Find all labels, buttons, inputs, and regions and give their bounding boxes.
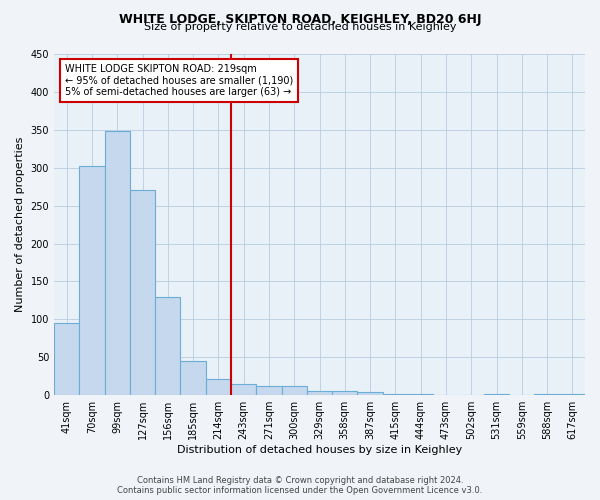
Bar (256, 386, 281, 395)
Bar (130, 190, 155, 395)
Bar (535, 394, 560, 395)
Bar (307, 392, 332, 395)
Text: WHITE LODGE, SKIPTON ROAD, KEIGHLEY, BD20 6HJ: WHITE LODGE, SKIPTON ROAD, KEIGHLEY, BD2… (119, 12, 481, 26)
Bar (281, 386, 307, 395)
Bar (79, 166, 104, 395)
Bar (54, 323, 79, 395)
Bar (231, 384, 256, 395)
Bar (206, 378, 231, 395)
X-axis label: Distribution of detached houses by size in Keighley: Distribution of detached houses by size … (177, 445, 462, 455)
Bar (484, 394, 509, 395)
Bar (408, 394, 433, 395)
Bar (560, 394, 585, 395)
Bar (155, 296, 181, 395)
Bar (383, 394, 408, 395)
Y-axis label: Number of detached properties: Number of detached properties (15, 137, 25, 312)
Bar (181, 361, 206, 395)
Text: Contains HM Land Registry data © Crown copyright and database right 2024.
Contai: Contains HM Land Registry data © Crown c… (118, 476, 482, 495)
Text: Size of property relative to detached houses in Keighley: Size of property relative to detached ho… (144, 22, 456, 32)
Text: WHITE LODGE SKIPTON ROAD: 219sqm
← 95% of detached houses are smaller (1,190)
5%: WHITE LODGE SKIPTON ROAD: 219sqm ← 95% o… (65, 64, 293, 98)
Bar (358, 392, 383, 395)
Bar (332, 392, 358, 395)
Bar (104, 132, 130, 395)
